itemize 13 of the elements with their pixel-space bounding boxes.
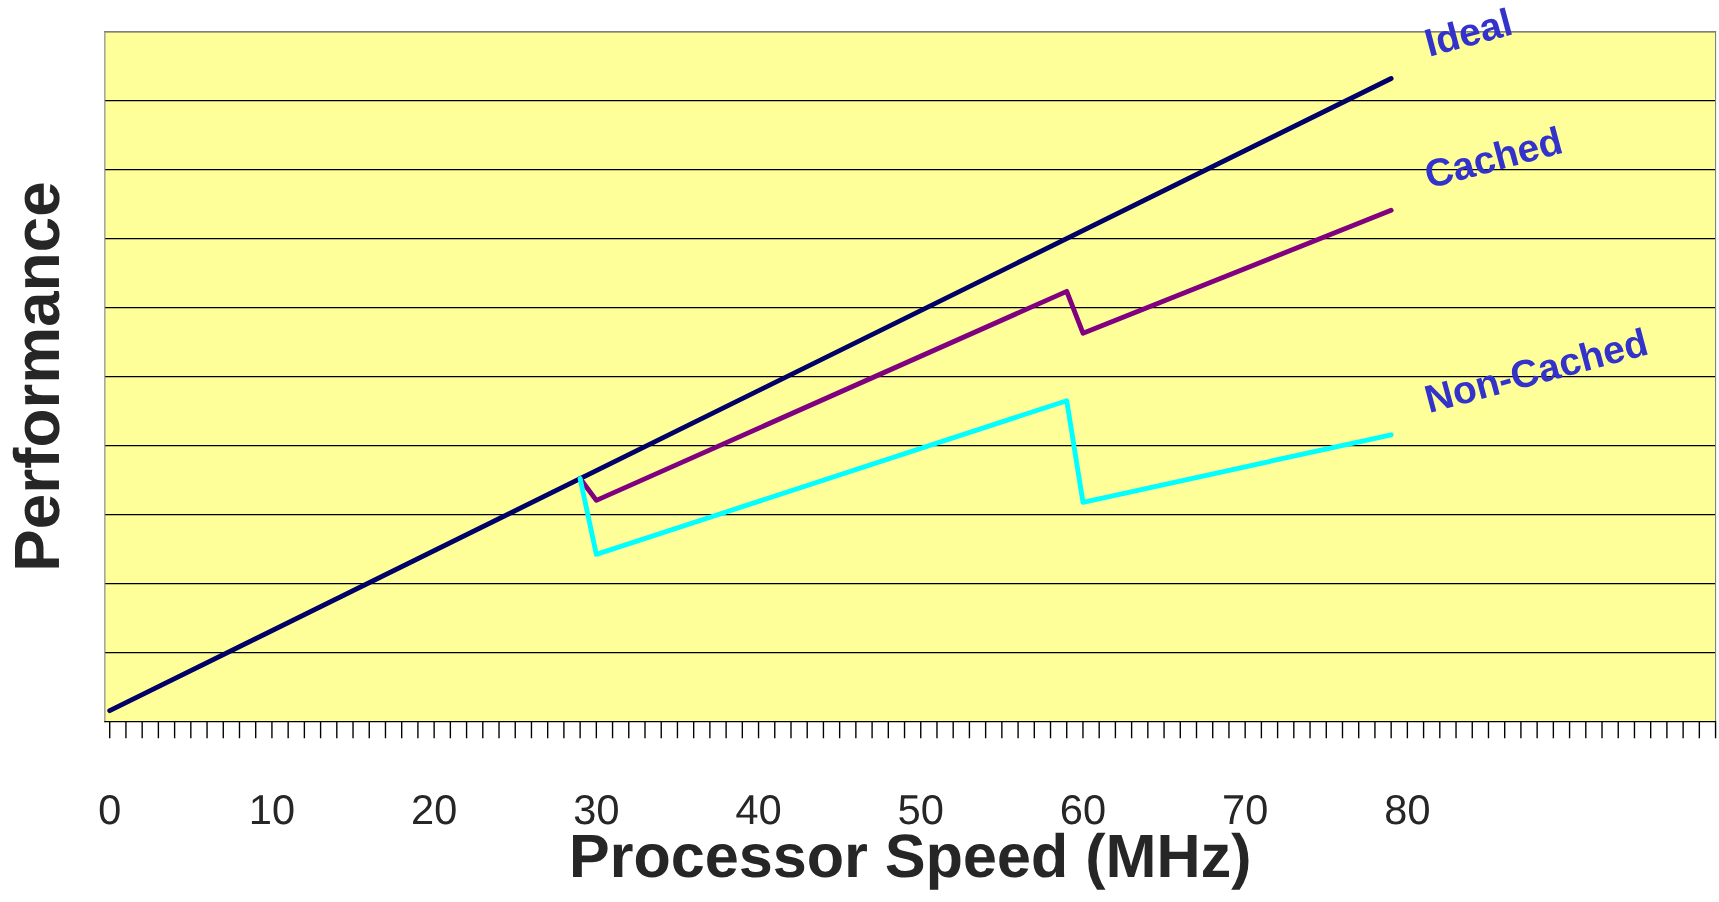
- x-tick-label: 70: [1224, 794, 1267, 825]
- x-tick-label: 10: [251, 794, 294, 825]
- x-tick-label: 40: [736, 794, 781, 825]
- x-tick-label: 0: [99, 794, 120, 825]
- x-tick-label: 20: [413, 794, 456, 825]
- x-axis-title: Processor Speed (MHz): [573, 832, 1249, 890]
- x-tick-label: 80: [1386, 794, 1429, 825]
- text: Ideal: [1424, 7, 1513, 57]
- x-tick-label: 60: [1061, 794, 1105, 825]
- x-tick-label: 50: [899, 794, 943, 825]
- y-axis-title: Performance: [12, 183, 60, 568]
- text: Cached: [1423, 125, 1563, 189]
- x-tick-label: 30: [574, 794, 618, 825]
